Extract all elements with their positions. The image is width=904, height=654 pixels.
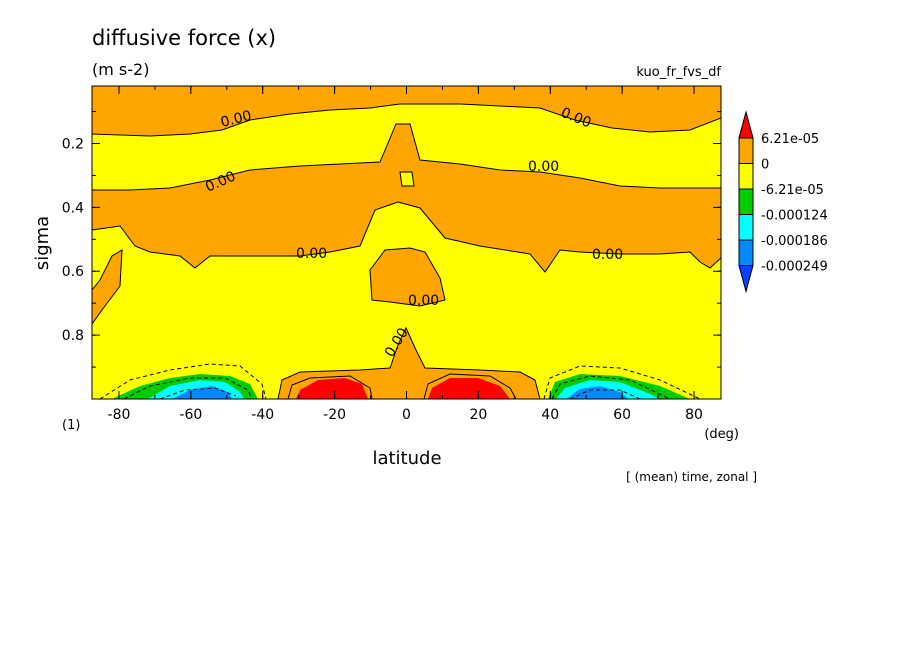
contour-label: 0.00 — [296, 246, 327, 262]
colorbar-label: -0.000124 — [761, 209, 828, 224]
colorbar-label: -0.000249 — [761, 260, 828, 275]
colorbar-arrow-bottom — [738, 265, 754, 294]
contour-region-red-north — [428, 378, 510, 399]
y-tick-label: 0.4 — [62, 200, 84, 216]
y-axis-label: sigma — [32, 216, 53, 270]
contour-region-left — [92, 250, 122, 324]
colorbar-segment — [738, 188, 754, 215]
x-axis: -80 -60 -40 -20 0 20 40 60 80 — [108, 86, 703, 423]
colorbar-label: 0 — [761, 158, 769, 173]
contour-region-hole — [400, 172, 414, 186]
contour-region-middle — [92, 124, 721, 272]
x-axis-label: latitude — [372, 448, 441, 469]
x-tick-label: 80 — [685, 407, 703, 423]
chart-title: diffusive force (x) — [92, 26, 276, 50]
x-tick-label: 20 — [469, 407, 487, 423]
negative-contour-lines — [99, 363, 701, 399]
colorbar-segment — [738, 214, 754, 241]
colorbar-segment — [738, 239, 754, 266]
y-tick-label: 0.6 — [62, 264, 84, 280]
contour-label: 0.00 — [408, 293, 439, 309]
x-tick-label: -80 — [108, 407, 131, 423]
footer-note: [ (mean) time, zonal ] — [626, 470, 757, 484]
x-tick-label: -20 — [323, 407, 346, 423]
x-tick-label: -40 — [251, 407, 274, 423]
y-tick-label: 0.8 — [62, 328, 84, 344]
colorbar-arrow-top — [738, 110, 754, 139]
contour-region-neg-north-blue — [566, 386, 628, 399]
contour-lines — [92, 103, 721, 399]
contour-region-top — [92, 86, 721, 136]
x-axis-unit: (deg) — [704, 427, 739, 442]
x-tick-label: 40 — [541, 407, 559, 423]
x-tick-label: 60 — [613, 407, 631, 423]
colorbar-segment — [738, 137, 754, 164]
x-tick-label: 0 — [402, 407, 411, 423]
variable-name: kuo_fr_fvs_df — [636, 65, 721, 80]
contour-region-center — [370, 248, 445, 306]
colorbar-segment — [738, 163, 754, 190]
plot-area — [92, 86, 721, 399]
colorbar-legend: 6.21e-05 0 -6.21e-05 -0.000124 -0.000186 -0.0… — [738, 110, 828, 294]
colorbar-label: -6.21e-05 — [761, 183, 824, 198]
colorbar-label: -0.000186 — [761, 234, 828, 249]
contour-label: 0.00 — [219, 108, 253, 131]
contour-label: 0.00 — [528, 159, 559, 175]
contour-label: 0.00 — [592, 247, 623, 263]
x-tick-label: -60 — [179, 407, 202, 423]
y-tick-label: 0.2 — [62, 136, 84, 152]
colorbar-label: 6.21e-05 — [761, 132, 819, 147]
chart-units: (m s-2) — [92, 60, 149, 79]
y-axis-unit: (1) — [62, 418, 80, 433]
contour-region-red-south — [296, 378, 368, 399]
y-axis: 0.2 0.4 0.6 0.8 — [62, 111, 721, 400]
